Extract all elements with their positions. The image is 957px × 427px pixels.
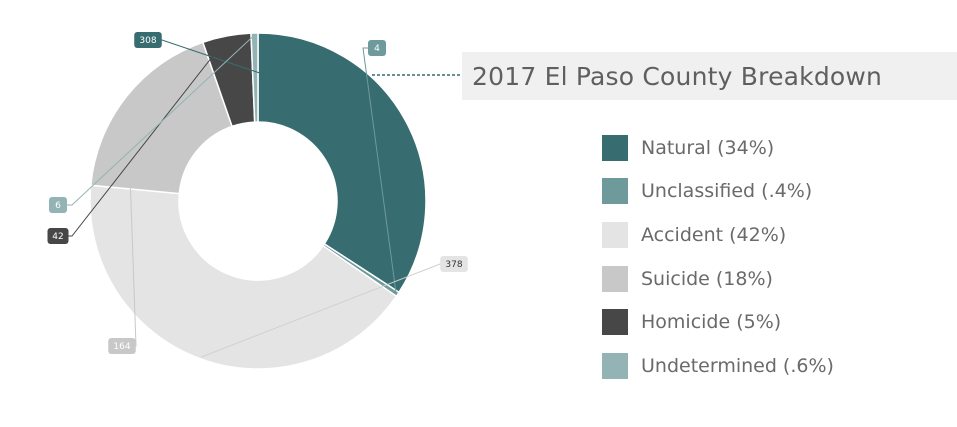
slice-natural[interactable] bbox=[257, 32, 427, 294]
data-label-badge-undetermined bbox=[49, 197, 67, 213]
slice-suicide[interactable] bbox=[89, 41, 234, 195]
data-label-homicide: 42 bbox=[52, 232, 63, 242]
legend-item-homicide[interactable]: Homicide (5%) bbox=[602, 300, 834, 344]
data-label-badge-accident bbox=[440, 256, 468, 272]
legend-label: Accident (42%) bbox=[641, 223, 787, 246]
slice-undetermined[interactable] bbox=[250, 32, 259, 123]
data-labels: 308 4 378 164 42 6 bbox=[47, 32, 468, 358]
legend-item-natural[interactable]: Natural (34%) bbox=[602, 126, 834, 170]
legend-label: Natural (34%) bbox=[641, 136, 775, 159]
donut-slices bbox=[89, 32, 427, 370]
legend-swatch bbox=[602, 309, 628, 336]
slice-accident[interactable] bbox=[89, 184, 398, 370]
legend-swatch bbox=[602, 221, 628, 248]
data-label-badge-suicide bbox=[108, 338, 136, 354]
chart-title: 2017 El Paso County Breakdown bbox=[472, 61, 883, 91]
legend-swatch bbox=[602, 265, 628, 292]
data-label-accident: 378 bbox=[445, 260, 462, 270]
legend-label: Undetermined (.6%) bbox=[641, 354, 834, 377]
legend-label: Unclassified (.4%) bbox=[641, 180, 813, 203]
legend-item-undetermined[interactable]: Undetermined (.6%) bbox=[602, 344, 834, 388]
legend-item-suicide[interactable]: Suicide (18%) bbox=[602, 257, 834, 301]
data-label-badge-homicide bbox=[47, 228, 69, 244]
data-label-badge-unclassified bbox=[368, 40, 386, 56]
data-label-suicide: 164 bbox=[113, 342, 130, 352]
chart-title-box: 2017 El Paso County Breakdown bbox=[462, 52, 957, 100]
data-label-natural: 308 bbox=[139, 36, 156, 46]
data-label-badge-natural bbox=[134, 32, 162, 48]
data-label-unclassified: 4 bbox=[374, 44, 380, 54]
legend-swatch bbox=[602, 134, 628, 161]
legend-label: Homicide (5%) bbox=[641, 311, 782, 334]
chart-legend: Natural (34%) Unclassified (.4%) Accident … bbox=[602, 126, 834, 388]
legend-swatch bbox=[602, 352, 628, 379]
legend-swatch bbox=[602, 178, 628, 205]
data-label-undetermined: 6 bbox=[55, 201, 61, 211]
legend-item-accident[interactable]: Accident (42%) bbox=[602, 213, 834, 257]
legend-label: Suicide (18%) bbox=[641, 267, 773, 290]
legend-item-unclassified[interactable]: Unclassified (.4%) bbox=[602, 170, 834, 214]
